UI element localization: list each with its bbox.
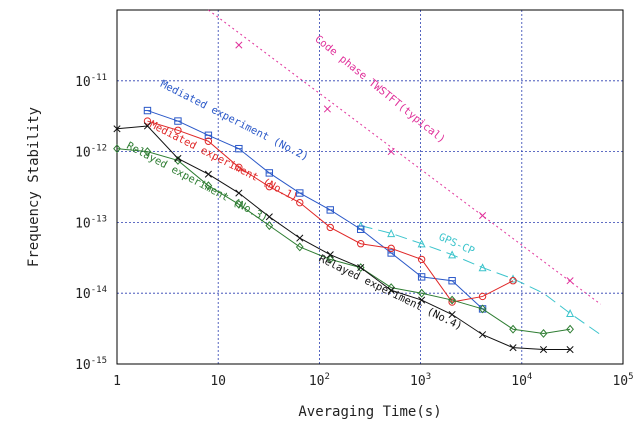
y-tick-label: 10-12 [75,144,107,161]
x-tick-label: 104 [511,372,532,389]
data-point [418,296,426,304]
data-point [566,277,574,285]
x-tick-label: 102 [309,372,330,389]
data-point [566,324,574,334]
data-point [296,234,304,242]
data-point [478,292,487,301]
plot-frame [116,9,624,365]
data-point [387,283,396,293]
data-point [296,198,304,207]
data-point [326,251,334,259]
data-point [478,304,487,314]
data-point [295,242,304,252]
y-tick-label: 10-13 [75,214,107,231]
data-point [357,264,365,272]
x-tick-label: 105 [612,372,633,389]
data-point [326,206,334,214]
data-point [539,328,548,338]
y-tick-label: 10-15 [75,356,107,373]
data-point [143,122,152,130]
data-point [235,41,243,49]
data-point [265,182,274,191]
y-tick-label: 10-14 [75,285,107,302]
data-point [265,221,274,231]
x-tick-label: 1 [113,374,121,389]
data-point [417,273,426,281]
data-point [357,240,365,248]
data-point [539,345,548,354]
data-point [509,344,517,352]
data-point [235,189,243,197]
data-point [448,298,456,306]
data-point [323,105,331,113]
data-point [387,229,396,238]
series-1 [208,9,601,305]
tick-labels: 1 10 102 103 104 105 10-15 10-14 10-13 10-12 10-11 [75,73,633,389]
data-point [265,213,273,221]
data-point [174,117,182,125]
data-point [448,295,456,305]
data-point [235,163,243,172]
data-point [479,331,487,339]
data-point [204,137,213,145]
data-point [326,223,334,232]
data-point [478,263,487,272]
data-point [387,249,395,257]
data-point [204,131,213,139]
data-point [143,147,152,157]
data-point [509,277,517,285]
x-tick-label: 103 [410,372,431,389]
data-point [566,308,575,318]
series-annotation: GPS-CP [437,231,477,257]
data-point [326,254,335,264]
data-point [143,106,152,115]
series-line [208,9,601,305]
x-axis-label: Averaging Time(s) [298,404,441,420]
data-point [417,239,426,248]
data-point [387,286,395,294]
series-2 [356,221,601,336]
data-point [113,144,121,154]
data-point [479,211,487,220]
data-point [265,169,274,177]
data-point [509,324,517,334]
data-point [113,125,121,133]
data-point [204,170,212,178]
series-line [147,120,514,303]
series-annotation: Relayed experiment (No.4) [317,253,464,333]
y-tick-label: 10-11 [75,73,107,90]
series-line [360,225,601,336]
data-point [448,250,457,259]
data-point [417,255,426,264]
series-line [116,125,571,351]
series-4 [143,117,517,306]
data-point [417,288,426,298]
series-line [116,148,571,334]
data-point [448,277,456,285]
x-tick-label: 10 [210,374,226,389]
series-3 [143,106,487,313]
data-point [235,144,243,153]
data-point [296,189,304,197]
grid-lines [117,10,623,364]
data-point [143,117,152,125]
data-point [448,310,456,319]
data-point [357,225,365,233]
series-line [147,110,483,310]
series-6 [113,122,574,354]
data-point [387,244,395,253]
data-point [234,199,243,209]
data-point [387,148,395,156]
data-point [509,274,518,283]
series-layer [113,9,601,354]
data-point [174,126,182,134]
data-point [174,154,182,163]
data-point [204,181,213,191]
data-point [566,345,574,354]
y-axis-label: Frequency Stability [26,107,42,267]
annotations: Code phase TWSTFT(typical)GPS-CPMediated… [125,33,477,333]
series-annotation: Code phase TWSTFT(typical) [312,33,447,146]
